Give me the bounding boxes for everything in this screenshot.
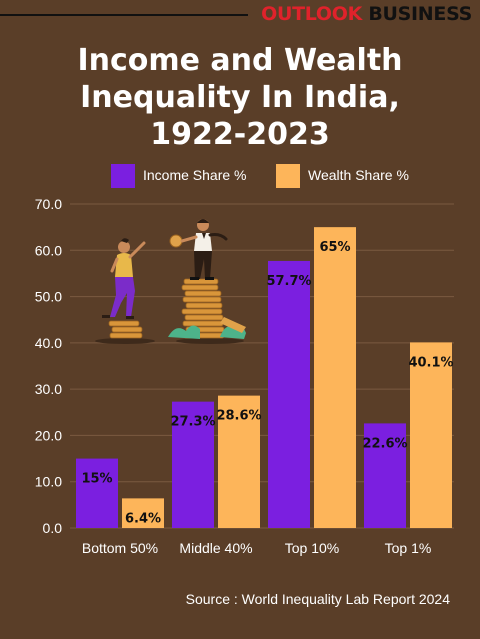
data-label: 22.6% (362, 436, 407, 451)
title-line-3: 1922-2023 (150, 117, 330, 152)
data-label: 57.7% (266, 274, 311, 289)
y-tick-label: 60.0 (35, 242, 62, 258)
bar-income (364, 423, 406, 528)
coin-stack-illustration (95, 219, 246, 344)
y-tick-label: 70.0 (35, 196, 62, 212)
legend-label-income: Income Share % (143, 167, 247, 183)
x-tick-label: Middle 40% (179, 540, 252, 556)
y-tick-label: 10.0 (35, 474, 62, 490)
y-tick-label: 40.0 (35, 335, 62, 351)
data-label: 65% (319, 240, 350, 255)
title-line-1: Income and Wealth (77, 43, 403, 78)
data-label: 15% (81, 472, 112, 487)
y-tick-label: 30.0 (35, 381, 62, 397)
bar-wealth (314, 227, 356, 528)
bar-wealth (410, 342, 452, 528)
legend-swatch-wealth (276, 164, 300, 188)
bar-income (172, 401, 214, 528)
chart-title: Income and Wealth Inequality In India, 1… (0, 42, 480, 153)
bar-wealth (122, 498, 164, 528)
x-tick-label: Top 1% (385, 540, 432, 556)
y-tick-label: 0.0 (43, 520, 63, 536)
brand-outlook: OUTLOOK (261, 3, 362, 25)
y-tick-label: 20.0 (35, 427, 62, 443)
data-label: 27.3% (170, 415, 215, 430)
x-tick-label: Bottom 50% (82, 540, 158, 556)
data-label: 40.1% (408, 355, 453, 370)
data-label: 28.6% (216, 409, 261, 424)
bar-income (268, 260, 310, 528)
bar-wealth (218, 395, 260, 528)
brand-business: BUSINESS (368, 3, 472, 25)
x-tick-label: Top 10% (285, 540, 339, 556)
legend-swatch-income (111, 164, 135, 188)
data-label: 6.4% (125, 511, 161, 526)
bar-income (76, 458, 118, 528)
header-rule (0, 14, 248, 16)
brand-logo: OUTLOOK BUSINESS (261, 3, 472, 25)
y-tick-label: 50.0 (35, 289, 62, 305)
legend-label-wealth: Wealth Share % (308, 167, 409, 183)
source-note: Source : World Inequality Lab Report 202… (185, 591, 450, 607)
title-line-2: Inequality In India, (80, 80, 400, 115)
